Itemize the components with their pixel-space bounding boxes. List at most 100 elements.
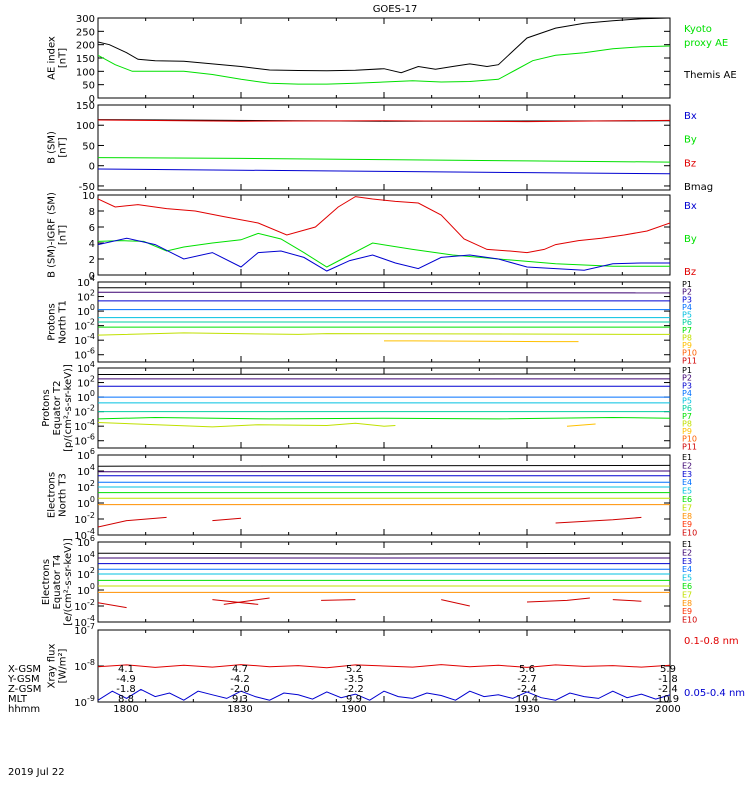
series-line-e9	[612, 599, 642, 602]
y-tick-label: 0	[89, 271, 95, 282]
x-axis-value: -4.2	[230, 674, 250, 685]
y-axis-label: B (SM)[nT]	[47, 131, 69, 164]
y-tick-label: 0	[89, 162, 95, 173]
series-group	[98, 373, 670, 428]
y-tick-label: 102	[77, 289, 95, 304]
y-axis-label: ElectronsNorth T3	[47, 472, 69, 518]
legend-entry: Kyoto	[684, 24, 712, 35]
legend-entry: P9	[682, 341, 692, 350]
series-line-e9	[98, 516, 167, 528]
legend-entry: E8	[682, 512, 692, 521]
y-tick-label: 8	[89, 207, 95, 218]
y-tick-label: 4	[89, 239, 95, 250]
series-line-p7	[98, 416, 670, 420]
y-tick-label: 100	[77, 303, 95, 318]
x-axis-value: 5.9	[660, 664, 676, 675]
x-axis-value: 2000	[655, 704, 680, 715]
y-tick-label: 10-6	[74, 433, 95, 448]
y-tick-label: 50	[82, 141, 95, 152]
x-axis-row-label: Y-GSM	[7, 674, 40, 685]
x-axis-value: 5.6	[519, 664, 535, 675]
legend-entry: 0.1-0.8 nm	[684, 636, 739, 647]
y-tick-label: 10-4	[74, 527, 95, 542]
legend-entry: E1	[682, 453, 692, 462]
panel-frame	[97, 367, 671, 449]
legend-entry: E5	[682, 487, 692, 496]
panel-8: 10-7 10-8 10-9 Xray flux[W/m²] 0.1-0.8 nm 0.0…	[47, 622, 746, 709]
y-tick-label: 106	[77, 447, 95, 462]
y-tick-label: 104	[77, 360, 95, 375]
legend-entry: Bz	[684, 267, 696, 278]
series-line-p8	[98, 422, 396, 428]
y-tick-label: 150	[76, 101, 95, 112]
panel-frame	[97, 104, 671, 191]
y-tick-label: 104	[77, 274, 95, 289]
series-line-e1	[98, 552, 670, 555]
legend-entry: P7	[682, 326, 692, 335]
series-line-bz	[98, 119, 670, 123]
y-axis-label: ElectronsEquator T4[e/(cm²-s-sr-keV)]	[41, 538, 74, 626]
y-tick-label: 2	[89, 255, 95, 266]
x-axis-row-label: MLT	[8, 694, 28, 705]
y-tick-label: 10-2	[74, 404, 95, 419]
panel-1: 300 250 200 150 100 50 0 AE index[nT] Kyoto proxy…	[47, 14, 737, 105]
figure-title: GOES-17	[373, 4, 418, 15]
legend-entry: P10	[682, 349, 697, 358]
x-axis-value: 9.9	[346, 694, 362, 705]
series-line-bx	[98, 237, 670, 272]
y-tick-label: 102	[77, 566, 95, 581]
panel-frame	[97, 194, 671, 276]
legend-entry: P7	[682, 412, 692, 421]
series-line-0.1-0.8-nm	[98, 664, 670, 669]
legend-entry: P1	[682, 366, 692, 375]
y-tick-label: -50	[79, 182, 95, 193]
series-group	[98, 119, 670, 175]
legend-entry: Bmag	[684, 182, 713, 193]
legend-entry: Bx	[684, 111, 697, 122]
legend-entry: P6	[682, 318, 692, 327]
series-group	[98, 18, 670, 85]
legend-entry: P3	[682, 381, 692, 390]
y-tick-label: 10-2	[74, 598, 95, 613]
y-tick-label: 104	[77, 550, 95, 565]
series-line-by	[98, 232, 670, 268]
series-line-e9	[98, 602, 127, 609]
series-line-p2	[98, 291, 670, 294]
x-axis-row-label: Z-GSM	[8, 684, 41, 695]
y-tick-label: 100	[76, 67, 95, 78]
series-line-e9	[212, 599, 259, 605]
y-tick-label: 10-4	[74, 332, 95, 347]
series-group	[98, 664, 670, 701]
y-tick-label: 10-4	[74, 418, 95, 433]
y-axis-label: ProtonsEquator T2[p/(cm²-s-sr-keV)]	[41, 364, 74, 452]
x-axis-value: 10.4	[516, 694, 538, 705]
legend-entry: E9	[682, 607, 692, 616]
y-tick-label: 50	[82, 81, 95, 92]
series-line-themis-ae	[98, 18, 670, 74]
legend-entry: E6	[682, 582, 692, 591]
y-tick-label: 300	[76, 14, 95, 25]
y-tick-label: 10-9	[74, 694, 95, 709]
y-tick-label: 10-4	[74, 614, 95, 629]
y-tick-label: 10-2	[74, 318, 95, 333]
y-tick-label: 100	[76, 121, 95, 132]
legend-entry: 0.05-0.4 nm	[684, 688, 745, 699]
y-tick-label: 6	[89, 223, 95, 234]
x-axis-value: -2.4	[658, 684, 678, 695]
y-tick-label: 10	[82, 191, 95, 202]
series-group	[98, 552, 670, 609]
legend-entry: E7	[682, 503, 692, 512]
legend-entry: P11	[682, 442, 697, 451]
legend-entry: P1	[682, 280, 692, 289]
y-tick-label: 100	[77, 582, 95, 597]
series-group	[98, 287, 670, 343]
legend-entry: By	[684, 135, 697, 146]
x-axis-value: 9.3	[232, 694, 248, 705]
series-group	[98, 464, 670, 528]
y-axis-label: AE index[nT]	[47, 36, 69, 80]
y-tick-label: 100	[77, 495, 95, 510]
x-axis-value: -1.8	[116, 684, 136, 695]
